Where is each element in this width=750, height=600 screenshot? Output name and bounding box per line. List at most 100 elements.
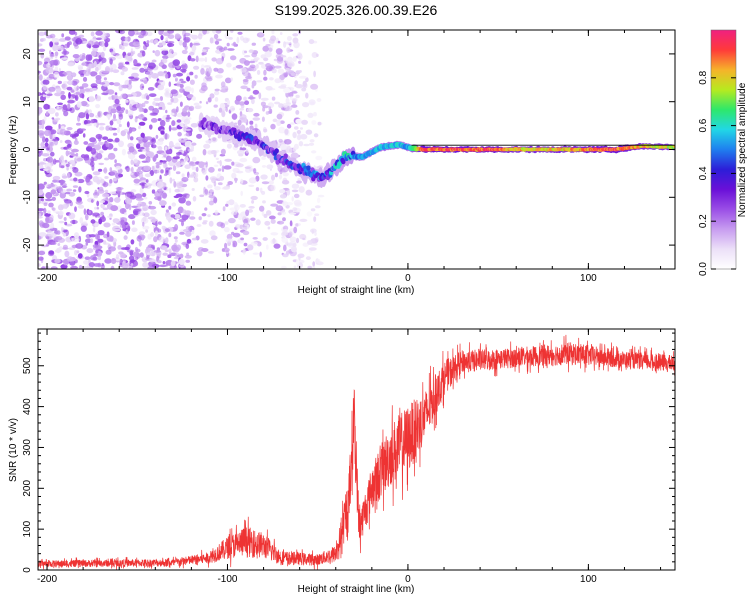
spectrogram-noise-blob [67, 256, 74, 262]
spectrogram-noise-blob [46, 63, 51, 68]
spectrogram-noise-blob [59, 140, 63, 143]
spectrogram-noise-blob [141, 94, 146, 99]
spectrogram-noise-blob [152, 50, 155, 53]
spectrogram-noise-blob [192, 43, 201, 46]
spectrogram-noise-blob [116, 186, 122, 194]
spectrogram-noise-blob [305, 189, 313, 196]
spectrogram-noise-blob [64, 159, 68, 163]
spectrogram-noise-blob [243, 96, 247, 101]
spectrogram-noise-blob [289, 122, 296, 125]
spectrogram-noise-blob [208, 195, 216, 199]
spectrogram-noise-blob [138, 240, 142, 247]
spectrogram-noise-blob [281, 237, 289, 243]
spectrogram-noise-blob [146, 141, 153, 146]
spectrogram-noise-blob [108, 246, 116, 252]
spectrogram-noise-blob [131, 227, 138, 233]
spectrogram-noise-blob [97, 141, 105, 146]
spectrogram-noise-blob [134, 246, 139, 253]
spectrogram-noise-blob [185, 243, 190, 249]
spectrogram-noise-blob [166, 155, 172, 162]
spectrogram-noise-blob [143, 196, 148, 200]
spectrogram-noise-blob [185, 226, 191, 230]
spectrogram-noise-blob [170, 112, 175, 116]
spectrogram-noise-blob [250, 195, 258, 201]
spectrogram-noise-blob [196, 224, 202, 227]
snr-y-tick-label: 400 [22, 398, 33, 415]
spectrogram-noise-blob [114, 95, 118, 99]
spectrogram-noise-blob [106, 111, 112, 115]
spectrogram-noise-blob [242, 37, 249, 44]
spectrogram-noise-blob [167, 42, 175, 47]
spectrogram-noise-blob [222, 247, 230, 253]
spectrogram-noise-blob [263, 213, 268, 218]
spectrogram-noise-blob [282, 200, 288, 207]
spectrogram-noise-blob [89, 71, 98, 76]
spectrogram-noise-blob [302, 102, 310, 108]
spectrogram-noise-blob [59, 156, 64, 164]
spectrogram-noise-blob [84, 190, 90, 195]
spectrogram-noise-blob [281, 265, 287, 269]
spectrogram-noise-blob [118, 251, 124, 255]
spectrogram-noise-blob [274, 78, 282, 84]
spectrogram-noise-blob [191, 45, 197, 52]
spectrogram-noise-blob [83, 69, 91, 77]
spectrogram-noise-blob [276, 113, 283, 120]
spectrogram-noise-blob [252, 156, 261, 164]
spectrogram-noise-blob [79, 93, 85, 99]
spectrogram-noise-blob [286, 47, 291, 53]
spectrogram-noise-blob [250, 241, 258, 246]
spectrogram-noise-blob [195, 55, 199, 63]
spectrogram-noise-blob [247, 209, 253, 213]
spectrogram-noise-blob [134, 77, 140, 80]
spectrogram-noise-blob [194, 74, 198, 79]
spectrogram-noise-blob [230, 30, 234, 33]
spectrogram-noise-blob [305, 129, 313, 135]
spectrogram-noise-blob [227, 48, 235, 51]
spectrogram-noise-blob [78, 264, 83, 269]
spectrogram-noise-blob [215, 74, 223, 79]
spectrogram-noise-blob [215, 57, 224, 65]
spectrogram-noise-blob [302, 80, 307, 88]
spectrogram-noise-blob [116, 110, 125, 114]
spectrogram-noise-blob [215, 149, 220, 153]
spectrogram-noise-blob [313, 112, 317, 117]
spectrogram-noise-blob [226, 99, 230, 106]
spectrogram-noise-blob [202, 30, 207, 35]
spectrogram-noise-blob [242, 78, 249, 83]
spectrogram-noise-blob [85, 176, 90, 183]
spectrogram-noise-blob [171, 108, 178, 114]
spectrogram-noise-blob [47, 184, 56, 188]
spectrogram-noise-blob [174, 224, 179, 231]
spectrogram-noise-blob [264, 220, 271, 226]
spectrogram-noise-blob [266, 164, 274, 170]
spectrogram-noise-blob [201, 52, 207, 56]
spectrogram-noise-blob [128, 146, 135, 153]
spectrogram-noise-blob [276, 119, 282, 127]
spectrogram-noise-blob [123, 128, 129, 133]
spectrogram-noise-blob [184, 140, 193, 148]
spectrogram-noise-blob [202, 47, 210, 50]
spectrogram-noise-blob [302, 242, 309, 247]
spectrogram-noise-blob [310, 83, 319, 90]
spectrogram-noise-blob [172, 165, 177, 172]
spectrogram-noise-blob [171, 202, 177, 207]
spectrogram-noise-blob [199, 100, 202, 104]
spectrogram-noise-blob [225, 238, 234, 243]
spectrogram-noise-blob [260, 101, 266, 107]
spectrogram-noise-blob [299, 218, 308, 222]
spectrogram-noise-blob [274, 101, 280, 105]
spectrogram-noise-blob [285, 202, 294, 206]
spectrogram-noise-blob [136, 32, 144, 35]
spectrogram-noise-blob [86, 61, 92, 65]
spectrogram-noise-blob [302, 237, 305, 241]
spectrogram-noise-blob [240, 237, 245, 241]
spectrogram-noise-blob [283, 72, 288, 78]
spectrogram-noise-blob [138, 121, 146, 126]
spectrogram-y-ticks: -20 -10 0 10 20 [22, 48, 675, 252]
spectrogram-noise-blob [208, 166, 215, 173]
spectrogram-noise-blob [52, 158, 57, 165]
spectrogram-noise-blob [129, 136, 134, 141]
spectrogram-noise-blob [136, 203, 142, 208]
spectrogram-noise-blob [72, 54, 80, 59]
